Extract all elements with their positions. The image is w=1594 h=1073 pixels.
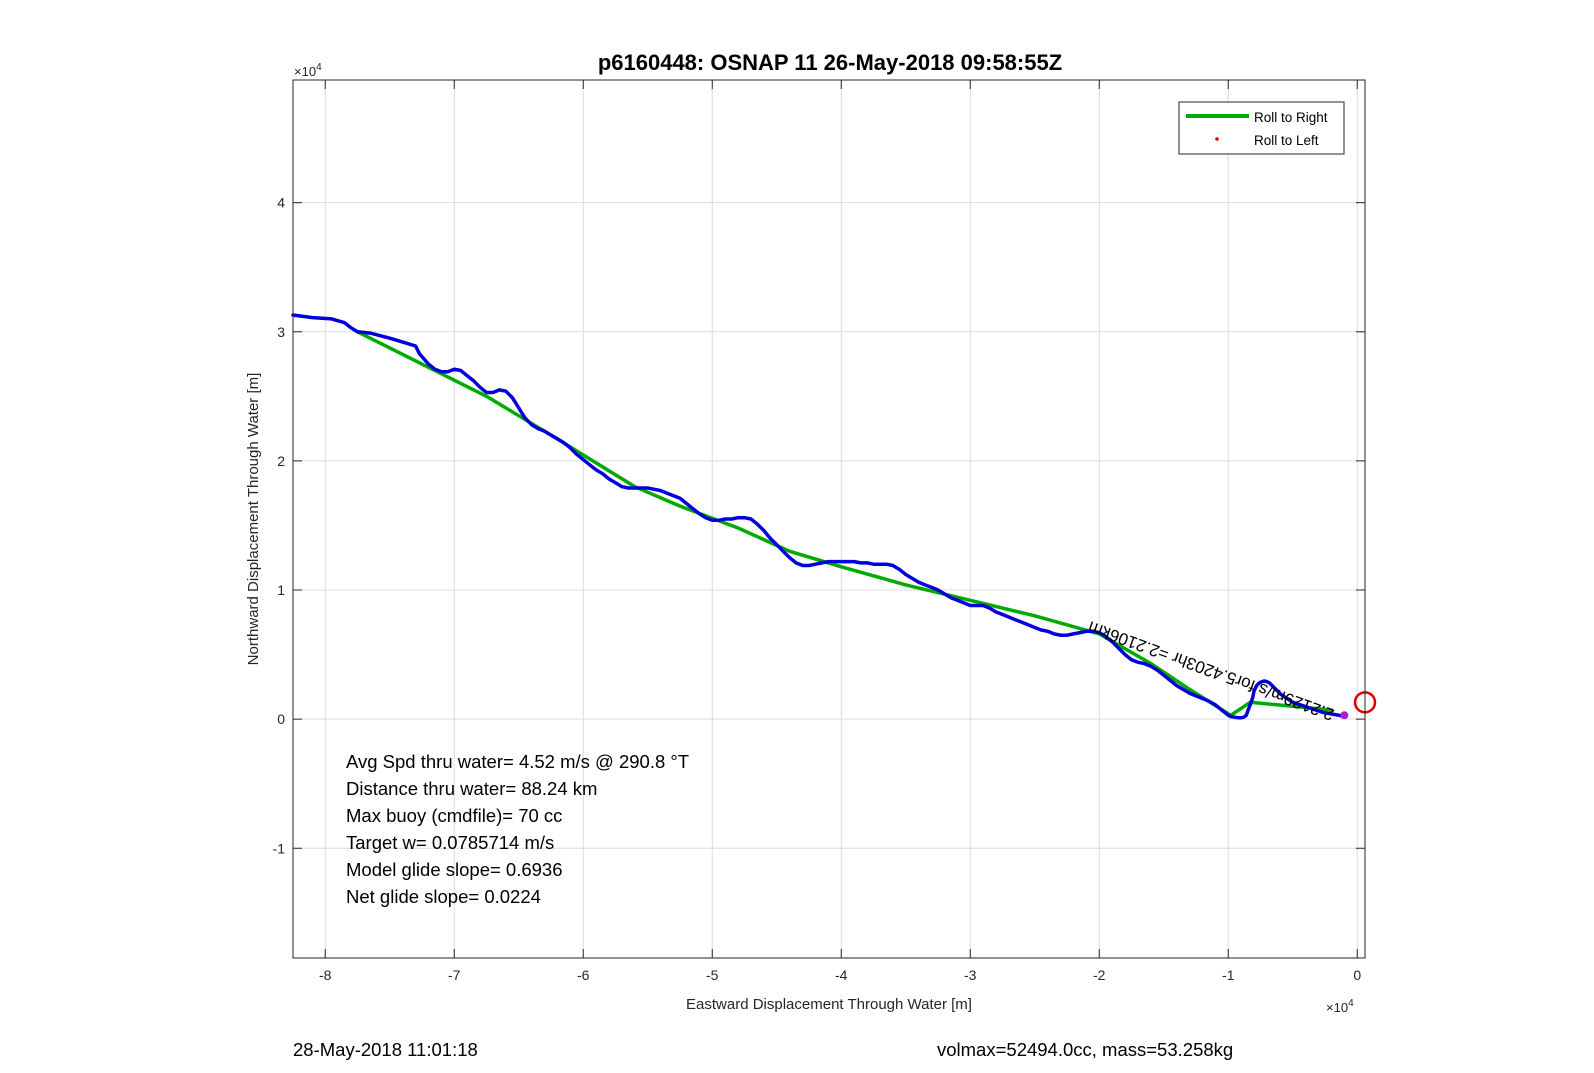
svg-text:×104: ×104 <box>1326 998 1354 1015</box>
legend: Roll to Right Roll to Left <box>1178 101 1345 155</box>
y-exponent-power: 4 <box>316 62 322 73</box>
x-tick-label: -3 <box>964 967 977 983</box>
x-tick-label: -5 <box>706 967 719 983</box>
axes-box <box>292 79 1366 959</box>
tick-layer: -8 -7 -6 -5 -4 -3 -2 -1 0 -1 0 1 2 3 4 <box>273 80 1365 983</box>
x-axis-label: Eastward Displacement Through Water [m] <box>686 996 972 1013</box>
x-tick-label: 0 <box>1353 967 1361 983</box>
plot-area: 2.2129m/s for5.4203hr =2.2106km -8 -7 -6 -5… <box>273 79 1377 983</box>
x-tick-label: -6 <box>577 967 590 983</box>
y-axis-label: Northward Displacement Through Water [m] <box>245 373 262 666</box>
x-tick-label: -7 <box>448 967 461 983</box>
x-exponent: ×104 <box>1326 998 1354 1015</box>
annotation-max-buoy: Max buoy (cmdfile)= 70 cc <box>346 805 562 826</box>
series-line-track <box>291 313 1344 720</box>
footer-volmax-mass: volmax=52494.0cc, mass=53.258kg <box>937 1039 1233 1060</box>
y-tick-label: 1 <box>277 582 285 598</box>
legend-box <box>1178 101 1345 155</box>
annotation-model-glide: Model glide slope= 0.6936 <box>346 859 563 880</box>
legend-label-roll-left: Roll to Left <box>1254 133 1319 148</box>
end-cluster-marker <box>1340 711 1349 720</box>
footer-timestamp: 28-May-2018 11:01:18 <box>293 1039 478 1060</box>
y-exponent-base: ×10 <box>294 64 316 79</box>
legend-label-roll-right: Roll to Right <box>1254 110 1328 125</box>
y-tick-label: 2 <box>277 453 285 469</box>
grid <box>293 80 1365 958</box>
annotation-distance: Distance thru water= 88.24 km <box>346 778 597 799</box>
x-tick-label: -2 <box>1093 967 1106 983</box>
x-tick-label: -4 <box>835 967 848 983</box>
x-exponent-base: ×10 <box>1326 1000 1348 1015</box>
y-exponent: ×104 <box>294 62 322 79</box>
x-tick-label: -1 <box>1222 967 1235 983</box>
x-exponent-power: 4 <box>1348 998 1354 1009</box>
x-tick-label: -8 <box>319 967 332 983</box>
y-tick-label: 3 <box>277 324 285 340</box>
annotation-avg-speed: Avg Spd thru water= 4.52 m/s @ 290.8 °T <box>346 751 689 772</box>
annotation-net-glide: Net glide slope= 0.0224 <box>346 886 541 907</box>
svg-text:×104: ×104 <box>294 62 322 79</box>
stats-annotations: Avg Spd thru water= 4.52 m/s @ 290.8 °T … <box>346 751 689 907</box>
chart-title: p6160448: OSNAP 11 26-May-2018 09:58:55Z <box>598 50 1062 75</box>
y-tick-label: -1 <box>273 840 286 856</box>
annotation-target-w: Target w= 0.0785714 m/s <box>346 832 554 853</box>
y-tick-label: 4 <box>277 195 285 211</box>
axes-box-background <box>293 80 1365 958</box>
series-layer <box>291 313 1344 720</box>
y-tick-label: 0 <box>277 711 285 727</box>
legend-swatch-roll-left <box>1215 137 1219 141</box>
